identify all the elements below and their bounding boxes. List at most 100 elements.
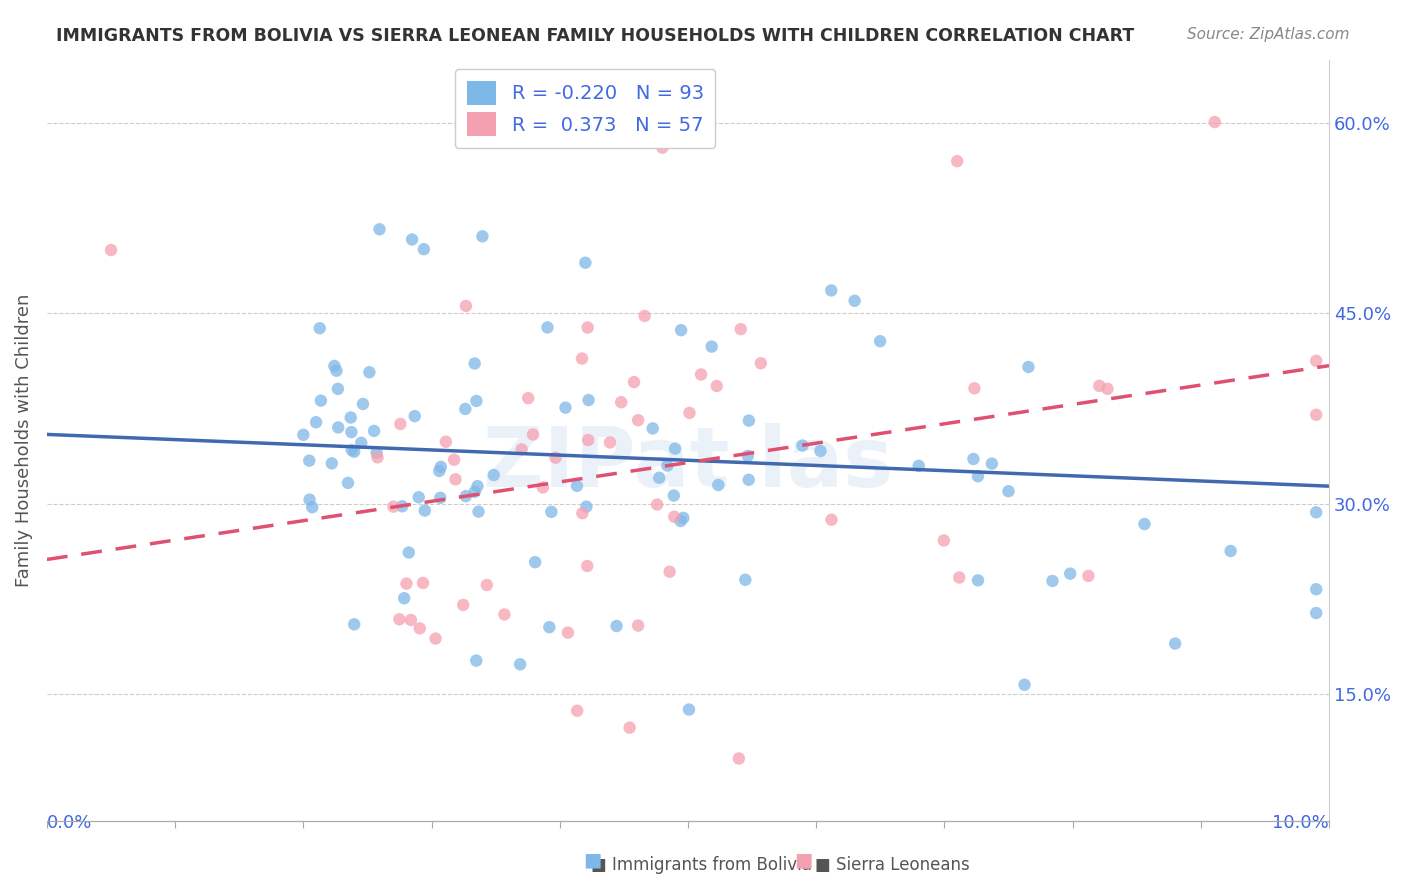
- Text: 0.0%: 0.0%: [46, 814, 93, 831]
- Point: [522, 427, 544, 442]
- Point: [328, 420, 350, 434]
- Point: [326, 382, 349, 396]
- Text: ■: ■: [794, 851, 813, 870]
- Point: [444, 472, 467, 486]
- Point: [531, 480, 554, 494]
- Point: [664, 442, 686, 456]
- Point: [409, 621, 432, 635]
- Point: [391, 500, 413, 514]
- Text: ZIPat las: ZIPat las: [482, 423, 893, 504]
- Point: [967, 469, 990, 483]
- Point: [413, 503, 436, 517]
- Point: [430, 459, 453, 474]
- Point: [524, 555, 547, 569]
- Point: [567, 704, 589, 718]
- Point: [368, 222, 391, 236]
- Point: [738, 414, 761, 428]
- Point: [1219, 544, 1241, 558]
- Point: [571, 506, 593, 520]
- Point: [401, 232, 423, 246]
- Y-axis label: Family Households with Children: Family Households with Children: [15, 293, 32, 587]
- Point: [395, 576, 418, 591]
- Point: [578, 393, 600, 408]
- Point: [412, 242, 434, 256]
- Point: [946, 154, 969, 169]
- Point: [734, 573, 756, 587]
- Point: [350, 435, 373, 450]
- Point: [454, 299, 477, 313]
- Point: [749, 356, 772, 370]
- Point: [509, 657, 531, 672]
- Point: [494, 607, 516, 622]
- Point: [510, 442, 533, 457]
- Point: [367, 450, 389, 465]
- Point: [467, 505, 489, 519]
- Point: [1042, 574, 1064, 588]
- Text: 10.0%: 10.0%: [1272, 814, 1329, 831]
- Point: [967, 574, 990, 588]
- Point: [1059, 566, 1081, 581]
- Point: [392, 591, 415, 606]
- Point: [678, 406, 700, 420]
- Point: [738, 473, 761, 487]
- Point: [425, 632, 447, 646]
- Point: [672, 511, 695, 525]
- Point: [292, 427, 315, 442]
- Point: [571, 351, 593, 366]
- Point: [1305, 606, 1327, 620]
- Point: [388, 612, 411, 626]
- Point: [464, 484, 486, 499]
- Point: [382, 500, 405, 514]
- Point: [574, 256, 596, 270]
- Point: [664, 509, 686, 524]
- Point: [576, 559, 599, 574]
- Point: [366, 446, 388, 460]
- Point: [464, 357, 486, 371]
- Point: [730, 322, 752, 336]
- Point: [820, 284, 842, 298]
- Point: [658, 565, 681, 579]
- Point: [399, 613, 422, 627]
- Point: [627, 618, 650, 632]
- Point: [427, 464, 450, 478]
- Point: [298, 492, 321, 507]
- Point: [339, 410, 361, 425]
- Point: [454, 489, 477, 503]
- Point: [301, 500, 323, 515]
- Point: [690, 368, 713, 382]
- Point: [980, 457, 1002, 471]
- Point: [662, 489, 685, 503]
- Point: [599, 435, 621, 450]
- Point: [932, 533, 955, 548]
- Point: [1305, 354, 1327, 368]
- Point: [669, 323, 692, 337]
- Point: [623, 375, 645, 389]
- Point: [340, 443, 363, 458]
- Point: [1305, 505, 1327, 519]
- Point: [997, 484, 1019, 499]
- Point: [443, 452, 465, 467]
- Point: [610, 395, 633, 409]
- Point: [627, 413, 650, 427]
- Point: [808, 444, 831, 458]
- Point: [727, 751, 749, 765]
- Point: [820, 513, 842, 527]
- Point: [645, 498, 668, 512]
- Point: [359, 365, 381, 379]
- Point: [475, 578, 498, 592]
- Point: [700, 340, 723, 354]
- Text: ■: ■: [583, 851, 602, 870]
- Point: [408, 491, 430, 505]
- Point: [343, 617, 366, 632]
- Point: [948, 570, 970, 584]
- Point: [669, 514, 692, 528]
- Point: [536, 320, 558, 334]
- Point: [412, 576, 434, 591]
- Point: [1097, 382, 1119, 396]
- Point: [869, 334, 891, 348]
- Point: [323, 359, 346, 373]
- Point: [576, 320, 599, 334]
- Point: [540, 505, 562, 519]
- Point: [434, 434, 457, 449]
- Point: [544, 450, 567, 465]
